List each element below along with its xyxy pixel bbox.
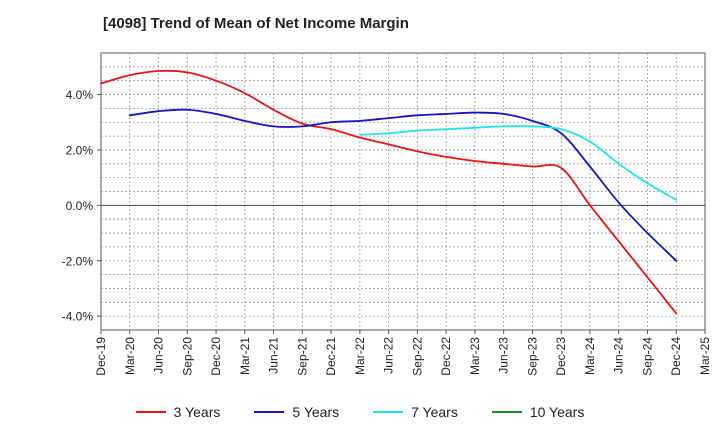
x-tick-label: Mar-25 — [698, 337, 712, 375]
legend: 3 Years 5 Years 7 Years 10 Years — [0, 404, 720, 420]
x-tick-label: Dec-22 — [439, 337, 453, 376]
y-tick-label: 4.0% — [66, 88, 94, 102]
x-tick-label: Jun-20 — [152, 337, 166, 374]
legend-item-5-years: 5 Years — [254, 404, 339, 420]
x-tick-label: Sep-24 — [640, 337, 654, 376]
series-line-5-years — [128, 108, 678, 262]
y-tick-label: -2.0% — [62, 254, 94, 268]
y-tick-label: -4.0% — [62, 310, 94, 324]
legend-swatch — [491, 411, 522, 413]
legend-label: 3 Years — [173, 404, 221, 420]
series-line-7-years — [358, 125, 678, 201]
x-tick-label: Dec-23 — [554, 337, 568, 376]
chart-title: [4098] Trend of Mean of Net Income Margi… — [103, 15, 409, 32]
legend-label: 7 Years — [411, 404, 458, 420]
legend-swatch — [135, 411, 166, 413]
x-tick-label: Mar-24 — [583, 337, 597, 375]
x-tick-label: Sep-23 — [525, 337, 539, 376]
y-tick-label: 2.0% — [66, 143, 94, 157]
x-tick-label: Mar-20 — [123, 337, 137, 375]
legend-label: 10 Years — [529, 404, 585, 420]
series-lines — [100, 69, 678, 315]
x-tick-label: Mar-21 — [238, 337, 252, 375]
x-tick-label: Sep-20 — [180, 337, 194, 376]
x-tick-label: Mar-22 — [353, 337, 367, 375]
x-tick-label: Sep-22 — [410, 337, 424, 376]
legend-swatch — [254, 411, 285, 413]
x-axis-ticks: Dec-19 Mar-20 Jun-20 Sep-20 Dec-20 Mar-21 Jun-… — [94, 330, 712, 376]
x-tick-label: Jun-24 — [612, 337, 626, 374]
gridlines — [101, 53, 705, 330]
legend-item-10-years: 10 Years — [491, 404, 585, 420]
x-tick-label: Dec-24 — [669, 337, 683, 376]
x-tick-label: Dec-20 — [209, 337, 223, 376]
legend-swatch — [373, 411, 404, 413]
x-tick-label: Mar-23 — [468, 337, 482, 375]
x-tick-label: Dec-19 — [94, 337, 108, 376]
x-tick-label: Dec-21 — [324, 337, 338, 376]
legend-item-3-years: 3 Years — [135, 404, 221, 420]
legend-item-7-years: 7 Years — [373, 404, 458, 420]
x-tick-label: Jun-22 — [382, 337, 396, 374]
x-tick-label: Sep-21 — [295, 337, 309, 376]
legend-label: 5 Years — [292, 404, 340, 420]
y-axis-ticks: 4.0% 2.0% 0.0% -2.0% -4.0% — [62, 88, 101, 324]
y-tick-label: 0.0% — [66, 199, 94, 213]
x-tick-label: Jun-23 — [497, 337, 511, 374]
x-tick-label: Jun-21 — [267, 337, 281, 374]
series-line-3-years — [100, 69, 678, 315]
